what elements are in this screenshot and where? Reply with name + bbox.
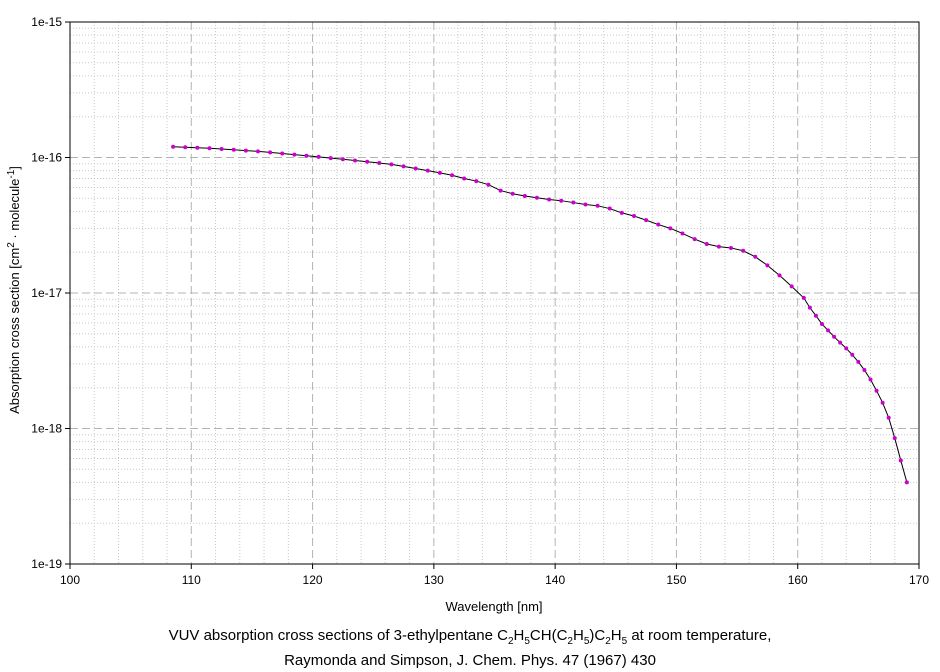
data-point [583,202,588,207]
x-tick-label: 140 [545,573,565,587]
data-point [656,222,661,227]
data-point [462,176,467,181]
series-points [171,144,909,485]
y-tick-label: 1e-19 [31,557,62,571]
data-point [844,346,849,351]
data-point [437,170,442,175]
x-tick-label: 110 [182,573,201,587]
data-point [838,340,843,345]
data-point [898,458,903,463]
data-point [680,231,685,236]
data-point [729,245,734,250]
data-point [741,248,746,253]
data-point [631,214,636,219]
data-point [862,368,867,373]
data-point [789,284,794,289]
data-point [231,147,236,152]
major-grid [70,22,919,564]
data-point [765,263,770,268]
x-tick-labels: 100 110 120 130 140 150 160 170 [60,573,929,587]
series-line [173,146,908,483]
chart-title-line-1: VUV absorption cross sections of 3-ethyl… [168,627,772,647]
data-point [880,400,885,405]
x-tick-label: 170 [909,573,929,587]
y-tick-label: 1e-15 [31,15,62,29]
data-point [268,150,273,155]
data-point [704,241,709,246]
data-point [389,162,394,167]
data-point [850,352,855,357]
data-point [340,157,345,162]
x-tick-label: 150 [666,573,686,587]
data-point [892,436,897,441]
data-point [365,159,370,164]
x-tick-label: 100 [60,573,80,587]
data-point [856,359,861,364]
data-point [474,179,479,184]
data-point [450,173,455,178]
data-point [304,153,309,158]
data-point [486,182,491,187]
data-point [826,328,831,333]
data-point [316,154,321,159]
data-point [619,210,624,215]
x-tick-label: 120 [303,573,323,587]
data-point [292,152,297,157]
data-point [886,415,891,420]
data-point [832,334,837,339]
x-axis-label: Wavelength [nm] [445,599,542,614]
data-point [353,158,358,163]
data-point [183,145,188,150]
y-tick-label: 1e-16 [31,151,62,165]
data-point [255,149,260,154]
data-point [874,388,879,393]
data-point [595,203,600,208]
y-tick-label: 1e-17 [31,286,62,300]
data-point [207,146,212,151]
y-tick-labels: 1e-15 1e-16 1e-17 1e-18 1e-19 [31,15,62,571]
data-point [716,244,721,249]
data-point [571,200,576,205]
data-point [377,161,382,166]
data-point [401,164,406,169]
data-point [498,188,503,193]
data-point [607,206,612,211]
data-point [668,226,673,231]
data-point [280,151,285,156]
data-point [807,305,812,310]
data-point [425,168,430,173]
data-point [510,191,515,196]
y-tick-label: 1e-18 [31,422,62,436]
data-point [522,193,527,198]
data-point [868,377,873,382]
data-point [195,145,200,150]
data-point [413,166,418,171]
axis-ticks [65,21,920,569]
data-point [753,254,758,259]
data-point [819,322,824,327]
y-axis-label: Absorption cross section [cm2 · molecule… [5,166,23,414]
data-point [328,156,333,161]
data-point [813,313,818,318]
data-point [777,273,782,278]
x-tick-label: 130 [424,573,444,587]
data-point [644,218,649,223]
data-point [534,195,539,200]
data-point [559,198,564,203]
data-point [692,237,697,242]
data-point [547,197,552,202]
data-point [219,147,224,152]
chart-title-line-2: Raymonda and Simpson, J. Chem. Phys. 47 … [284,652,656,669]
data-point [904,480,909,485]
x-tick-label: 160 [788,573,808,587]
data-point [801,295,806,300]
data-point [243,148,248,153]
data-point [171,144,176,149]
